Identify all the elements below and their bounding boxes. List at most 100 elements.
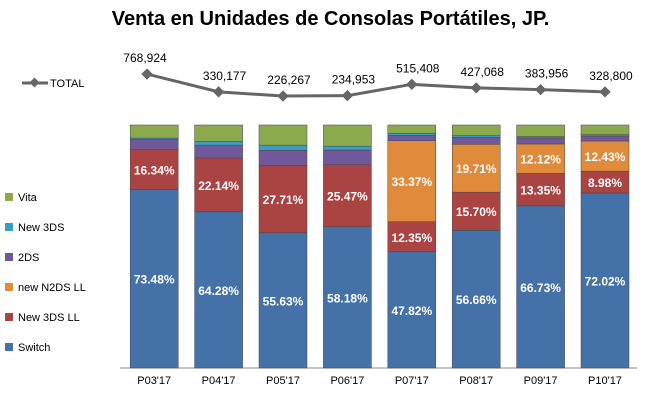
legend-label: New 3DS [18,222,64,234]
bar-new-3ds [323,145,372,151]
total-line [146,72,606,98]
bar-new-3ds [194,141,243,146]
total-label: 328,800 [589,69,633,83]
total-label: 383,956 [525,67,569,81]
bar-new-3ds-ll [129,149,179,190]
legend-label: Vita [18,192,38,204]
total-marker [406,78,418,90]
bar-vita [387,124,437,134]
legend-swatch [5,343,13,351]
bar-switch [323,226,372,369]
bar-vita [258,124,308,146]
legend-swatch [5,283,13,291]
total-marker [470,82,482,94]
legend-swatch [5,253,13,261]
data-label: 27.71% [263,193,304,207]
legend-swatch [5,223,13,231]
data-label: 12.35% [391,231,432,245]
legend-label: New 3DS LL [18,312,80,324]
total-label: 234,953 [332,73,376,87]
bar-2ds [323,149,372,165]
data-label: 47.82% [391,304,432,318]
bar-new-3ds-ll [516,173,565,207]
total-marker [277,90,289,102]
x-tick-label: P08'17 [459,375,493,387]
total-marker [212,86,225,98]
total-marker [534,83,547,96]
data-label: 13.35% [520,184,561,198]
data-label: 33.37% [391,175,432,189]
total-marker [599,86,611,98]
bar-2ds [387,135,437,141]
legend-label: Switch [18,342,50,354]
x-tick-label: P03'17 [137,375,171,387]
bar-switch [387,251,437,369]
bar-switch [451,230,501,369]
data-label: 72.02% [585,274,626,288]
bar-new-3ds-ll [258,165,308,234]
bar-new-n2ds-ll [580,140,630,172]
legend-total-marker [29,77,40,88]
data-label: 12.43% [585,150,626,164]
legend-swatch [5,193,13,201]
data-label: 25.47% [327,190,368,204]
data-label: 56.66% [456,293,497,307]
total-label: 330,177 [203,69,247,83]
data-label: 8.98% [588,176,622,190]
bar-2ds [516,137,565,145]
data-label: 58.18% [327,291,368,305]
legend-total-label: TOTAL [50,78,84,90]
data-label: 64.28% [198,284,239,298]
bar-new-3ds-ll [194,157,243,213]
legend-label: 2DS [18,252,39,264]
data-label: 16.34% [134,164,175,178]
total-label: 768,924 [123,51,167,65]
x-tick-label: P09'17 [524,375,558,387]
bar-switch [516,205,565,369]
bar-switch [129,189,179,369]
bar-vita [451,124,501,136]
data-label: 22.14% [198,179,239,193]
bar-new-3ds [451,135,501,138]
data-label: 19.71% [456,162,497,176]
data-label: 73.48% [134,273,175,287]
bar-new-n2ds-ll [387,140,437,223]
total-label: 226,267 [267,73,311,87]
bar-switch [258,232,308,369]
data-label: 66.73% [520,281,561,295]
bar-vita [580,124,630,135]
total-label: 427,068 [461,65,505,79]
chart-title: Venta en Unidades de Consolas Portátiles… [111,8,550,30]
x-tick-label: P05'17 [266,375,300,387]
data-label: 55.63% [263,294,304,308]
x-tick-label: P10'17 [588,375,622,387]
x-tick-label: P06'17 [330,375,364,387]
total-marker [341,90,354,102]
bar-vita [516,124,565,137]
legend-swatch [5,313,13,321]
bar-new-3ds-ll [323,164,372,227]
bar-vita [129,124,179,139]
bar-2ds [580,135,630,142]
bar-2ds [451,137,501,145]
data-label: 12.12% [520,153,561,167]
bar-2ds [194,144,243,159]
total-label: 515,408 [396,61,440,75]
x-tick-label: P04'17 [202,375,236,387]
bar-2ds [129,139,179,150]
bar-new-3ds [387,133,437,136]
bar-new-3ds-ll [387,221,437,253]
bar-switch [194,211,243,369]
bar-new-n2ds-ll [451,144,501,193]
x-tick-label: P07'17 [395,375,429,387]
data-label: 15.70% [456,205,497,219]
bar-2ds [258,150,308,166]
total-marker [141,68,153,80]
bar-vita [194,124,243,142]
bar-vita [323,124,372,147]
bar-new-n2ds-ll [516,143,565,174]
bar-new-3ds [258,144,308,151]
legend-label: new N2DS LL [18,282,86,294]
